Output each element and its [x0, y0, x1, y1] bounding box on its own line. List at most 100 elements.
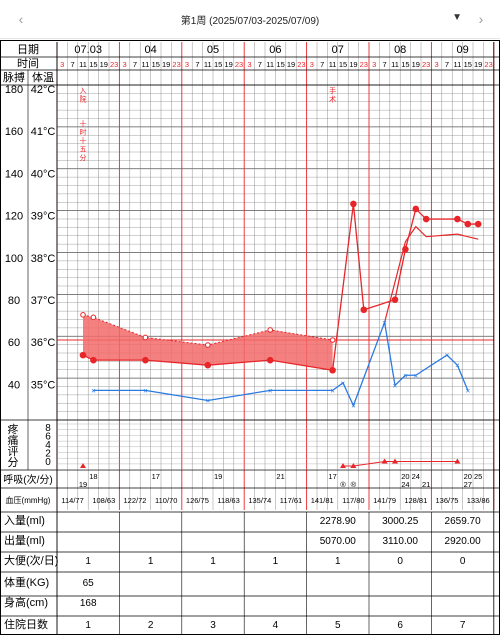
pulse-upper-point [80, 312, 86, 318]
hour-tick: 11 [204, 60, 212, 69]
date-value: 04 [144, 44, 156, 56]
temp-tick: 40°C [31, 168, 56, 180]
hour-tick: 7 [195, 60, 199, 69]
pulse-tick: 100 [5, 253, 23, 265]
temperature-point [464, 220, 472, 228]
triangle-down-icon[interactable]: ▼ [452, 12, 462, 23]
pain-point [392, 458, 398, 464]
stool-value: 1 [273, 556, 279, 567]
chevron-left-icon[interactable]: ‹ [18, 11, 24, 27]
intake-value: 2278.90 [320, 516, 357, 527]
output-value: 2920.00 [445, 536, 482, 547]
pain-label: 疼 [8, 422, 19, 436]
bp-value: 122/72 [124, 496, 147, 505]
bp-value: 141/81 [311, 496, 334, 505]
weight-value: 65 [83, 578, 95, 589]
temperature-point [454, 215, 461, 223]
days-value: 4 [273, 620, 279, 631]
resp-value: ® [351, 480, 357, 489]
temperature-point [79, 351, 87, 359]
hour-tick: 23 [235, 60, 243, 69]
admission-note: 入 [80, 87, 87, 95]
pulse-point: × [382, 318, 387, 327]
hour-tick: 3 [247, 60, 251, 69]
output-value: 3110.00 [382, 536, 418, 547]
pulse-temp-gap-area [83, 314, 333, 371]
hour-tick: 11 [142, 60, 150, 69]
resp-value: 20 [464, 472, 472, 481]
resp-value: 19 [79, 480, 87, 489]
pain-label: 分 [8, 456, 19, 469]
intake-value: 3000.25 [382, 516, 419, 527]
hour-tick: 19 [412, 60, 420, 69]
pulse-line [93, 319, 469, 408]
resp-value: ® [340, 480, 346, 489]
hour-tick: 15 [89, 60, 97, 69]
stool-value: 1 [335, 556, 341, 567]
date-label: 日期 [17, 43, 39, 56]
hour-tick: 11 [454, 60, 462, 69]
resp-value: 21 [422, 480, 430, 489]
bp-label: 血压(mmHg) [6, 495, 51, 505]
chevron-right-icon[interactable]: › [478, 11, 484, 27]
hour-tick: 19 [474, 60, 482, 69]
hour-tick: 23 [172, 60, 180, 69]
temp-label: 体温 [32, 70, 54, 84]
surgery-note: 手 [329, 86, 336, 95]
row-label: 体重(KG) [4, 575, 49, 589]
days-value: 3 [210, 620, 216, 631]
hour-tick: 3 [310, 60, 314, 69]
pain-label: 评 [8, 445, 19, 458]
pain-point [340, 463, 346, 468]
pulse-tick: 40 [8, 379, 20, 391]
hour-tick: 7 [258, 60, 262, 69]
bp-value: 110/70 [155, 496, 177, 505]
temperature-point [360, 306, 368, 314]
hour-tick: 7 [445, 60, 449, 69]
pain-label: 痛 [8, 433, 19, 447]
pulse-point: × [403, 371, 408, 380]
hour-tick: 11 [266, 60, 274, 69]
temperature-point [422, 215, 430, 223]
hour-tick: 19 [287, 60, 295, 69]
date-value: 06 [269, 44, 281, 56]
time-label: 时间 [17, 57, 39, 70]
temperature-point [142, 356, 149, 364]
pain-point [454, 458, 461, 464]
pulse-tick: 140 [5, 168, 23, 180]
row-label: 住院日数 [4, 617, 48, 631]
resp-value: 18 [89, 472, 97, 481]
hour-tick: 3 [123, 60, 127, 69]
hour-tick: 23 [297, 60, 305, 69]
resp-value: 24 [412, 472, 420, 481]
date-value: 09 [456, 44, 468, 56]
hour-tick: 15 [276, 60, 284, 69]
pain-point [350, 463, 357, 468]
hour-tick: 7 [133, 60, 137, 69]
bp-value: 114/77 [61, 496, 83, 505]
hour-tick: 15 [464, 60, 472, 69]
bp-value: 117/61 [280, 496, 302, 505]
stool-value: 0 [397, 556, 403, 567]
bp-value: 117/80 [342, 496, 364, 505]
pulse-tick: 80 [8, 295, 20, 307]
hour-tick: 3 [60, 60, 64, 69]
admission-time-note: 十 [80, 119, 87, 128]
resp-value: 27 [464, 480, 472, 489]
pulse-point: × [91, 386, 96, 395]
bp-value: 133/86 [467, 496, 490, 505]
temperature-point [391, 296, 399, 303]
row-label: 出量(ml) [4, 533, 45, 547]
temperature-point [412, 205, 420, 213]
week-navigator: ‹ 第1周 (2025/07/03-2025/07/09) ▼ › [0, 0, 500, 39]
pulse-point: × [413, 371, 418, 380]
hour-tick: 15 [401, 60, 409, 69]
hour-tick: 7 [320, 60, 324, 69]
pulse-upper-point [142, 334, 149, 341]
hour-tick: 7 [71, 60, 75, 69]
date-value: 08 [394, 44, 406, 56]
date-value: 05 [207, 44, 219, 56]
pulse-upper-point [329, 337, 336, 343]
resp-value: 19 [214, 472, 222, 481]
